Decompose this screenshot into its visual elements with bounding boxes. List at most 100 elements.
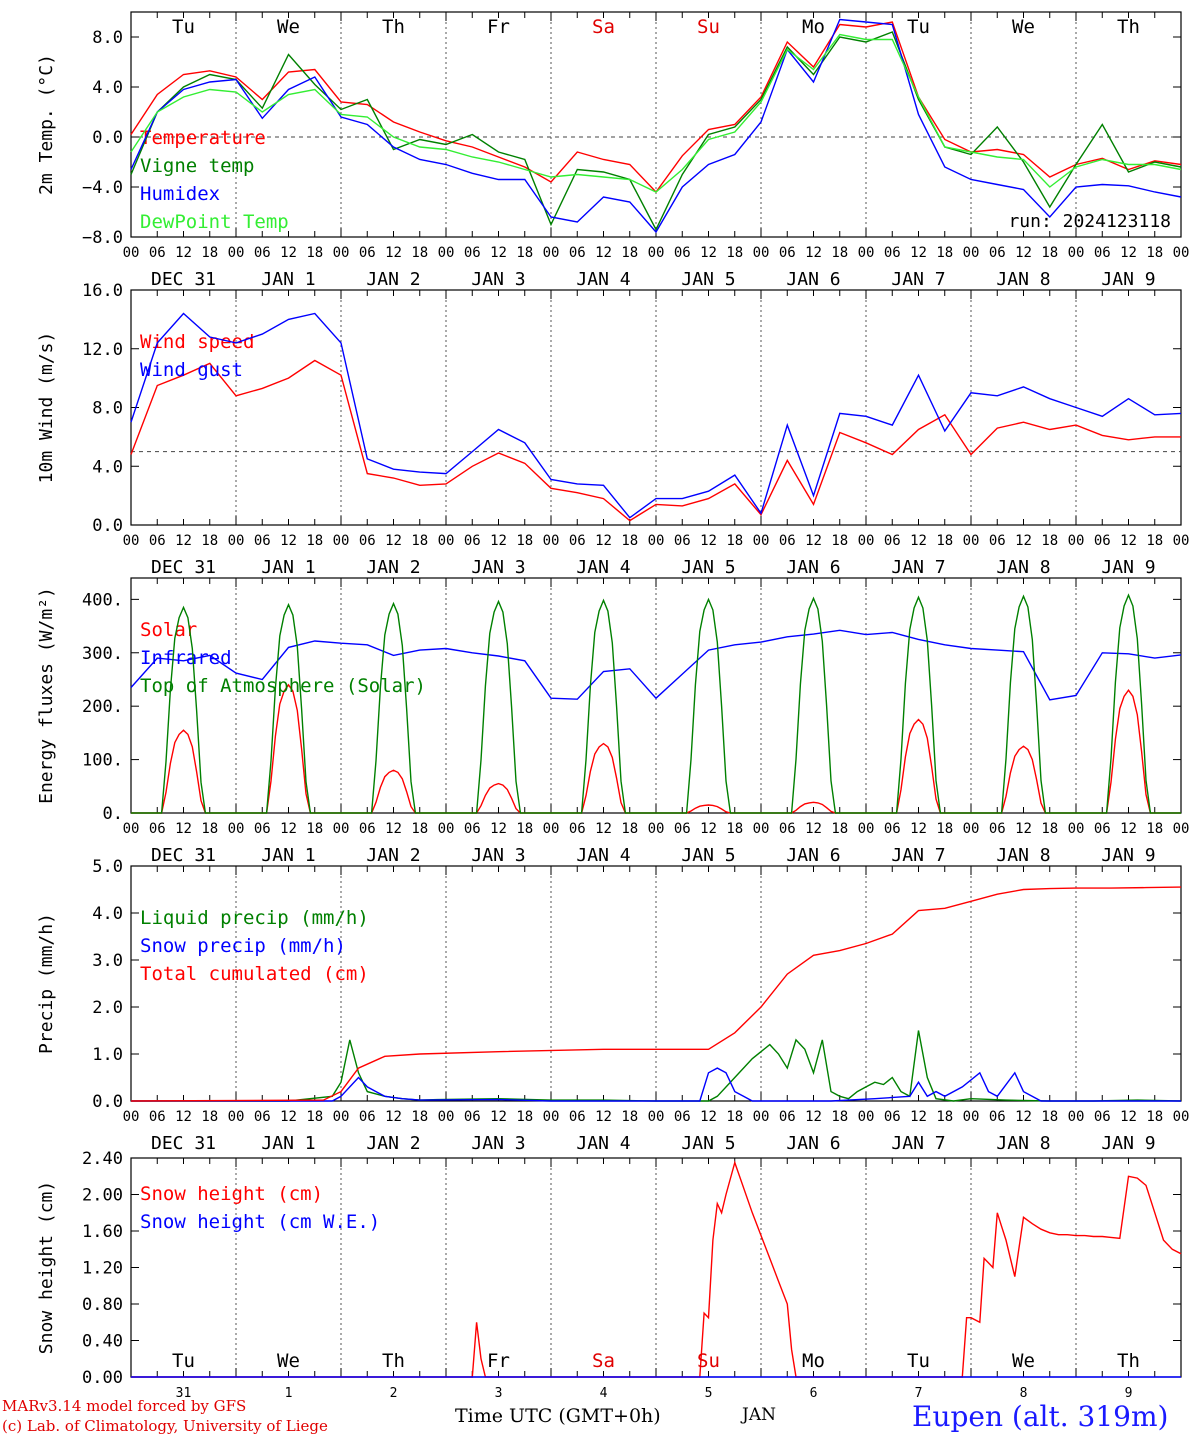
legend-entry: Liquid precip (mm/h)	[140, 907, 369, 929]
hour-tick-label: 00	[333, 1109, 350, 1125]
hour-tick-label: 18	[726, 1109, 743, 1125]
series-line-dewpoint-temp	[130, 33, 1182, 193]
hour-tick-label: 00	[543, 1109, 560, 1125]
hour-tick-label: 18	[936, 533, 953, 549]
hour-tick-label: 00	[333, 821, 350, 837]
date-label: DEC 31	[151, 557, 216, 578]
hour-tick-label: 06	[989, 245, 1006, 261]
weekday-label: Tu	[907, 1350, 930, 1372]
hour-tick-label: 00	[123, 533, 140, 549]
y-tick-label: 2.0	[92, 998, 123, 1018]
hour-tick-label: 12	[700, 821, 717, 837]
hour-tick-label: 06	[359, 821, 376, 837]
y-tick-label: 0.80	[82, 1295, 123, 1315]
hour-tick-label: 00	[543, 533, 560, 549]
hour-tick-label: 06	[464, 1109, 481, 1125]
hour-tick-label: 06	[569, 1109, 586, 1125]
y-tick-label: 0.0	[92, 1092, 123, 1112]
weekday-label: We	[1012, 1350, 1035, 1372]
date-label: JAN 5	[681, 1133, 735, 1154]
hour-tick-label: 00	[963, 1109, 980, 1125]
hour-tick-label: 18	[201, 1109, 218, 1125]
hour-tick-label: 06	[149, 1109, 166, 1125]
hour-tick-label: 18	[1146, 821, 1163, 837]
date-label: JAN 2	[366, 269, 420, 290]
hour-tick-label: 06	[254, 821, 271, 837]
date-label: JAN 2	[366, 1133, 420, 1154]
hour-tick-label: 18	[516, 245, 533, 261]
hour-tick-label: 06	[254, 1109, 271, 1125]
hour-tick-label: 12	[280, 533, 297, 549]
hour-tick-label: 00	[1173, 1109, 1190, 1125]
y-tick-label: 3.0	[92, 951, 123, 971]
run-annotation: run: 2024123118	[1008, 211, 1171, 232]
hour-tick-label: 00	[858, 245, 875, 261]
hour-tick-label: 18	[1041, 1109, 1058, 1125]
hour-tick-label: 18	[1146, 533, 1163, 549]
series-line-snow-precip-mm-h-	[131, 1067, 1181, 1102]
date-label: JAN 4	[576, 845, 630, 866]
day-number-label: 3	[495, 1386, 503, 1401]
hour-tick-label: 00	[648, 1109, 665, 1125]
date-label: JAN 7	[891, 1133, 945, 1154]
hour-tick-label: 18	[1041, 245, 1058, 261]
hour-tick-label: 06	[1094, 1109, 1111, 1125]
hour-tick-label: 18	[1146, 245, 1163, 261]
y-tick-label: 4.0	[92, 457, 123, 477]
date-label: JAN 7	[891, 269, 945, 290]
hour-tick-label: 06	[779, 821, 796, 837]
hour-tick-label: 12	[385, 821, 402, 837]
hour-tick-label: 12	[1120, 533, 1137, 549]
weekday-label: We	[1012, 16, 1035, 38]
time-axis-label: Time UTC (GMT+0h)	[455, 1405, 661, 1427]
date-label: JAN 5	[681, 269, 735, 290]
hour-tick-label: 12	[1120, 1109, 1137, 1125]
date-label: JAN 6	[786, 845, 840, 866]
date-label: JAN 3	[471, 1133, 525, 1154]
hour-tick-label: 00	[438, 533, 455, 549]
y-tick-label: 5.0	[92, 857, 123, 877]
hour-tick-label: 00	[963, 245, 980, 261]
hour-tick-label: 06	[1094, 533, 1111, 549]
hour-tick-label: 18	[411, 1109, 428, 1125]
hour-tick-label: 06	[989, 821, 1006, 837]
date-label: JAN 9	[1101, 557, 1155, 578]
legend-entry: Humidex	[140, 183, 220, 205]
y-tick-label: 2.40	[82, 1149, 123, 1169]
date-label: JAN 3	[471, 269, 525, 290]
hour-tick-label: 06	[884, 533, 901, 549]
month-label: JAN	[742, 1405, 776, 1425]
date-label: JAN 7	[891, 557, 945, 578]
hour-tick-label: 00	[963, 821, 980, 837]
day-number-label: 7	[915, 1386, 923, 1401]
hour-tick-label: 18	[726, 821, 743, 837]
hour-tick-label: 18	[1041, 821, 1058, 837]
hour-tick-label: 00	[753, 533, 770, 549]
hour-tick-label: 00	[123, 245, 140, 261]
hour-tick-label: 00	[228, 533, 245, 549]
y-axis-label: 10m Wind (m/s)	[36, 332, 57, 484]
date-label: DEC 31	[151, 1133, 216, 1154]
hour-tick-label: 06	[149, 821, 166, 837]
hour-tick-label: 06	[1094, 821, 1111, 837]
hour-tick-label: 12	[280, 245, 297, 261]
weekday-label: Th	[1117, 1350, 1140, 1372]
series-line-wind-speed	[130, 359, 1181, 522]
weekday-label: Tu	[907, 16, 930, 38]
date-label: JAN 3	[471, 845, 525, 866]
legend-entry: Snow height (cm W.E.)	[140, 1211, 380, 1233]
hour-tick-label: 00	[438, 245, 455, 261]
hour-tick-label: 12	[385, 245, 402, 261]
date-label: DEC 31	[151, 269, 216, 290]
hour-tick-label: 12	[910, 821, 927, 837]
hour-tick-label: 18	[516, 821, 533, 837]
hour-tick-label: 00	[963, 533, 980, 549]
hour-tick-label: 06	[674, 533, 691, 549]
hour-tick-label: 12	[700, 1109, 717, 1125]
hour-tick-label: 06	[779, 533, 796, 549]
hour-tick-label: 06	[359, 533, 376, 549]
y-tick-label: 1.60	[82, 1222, 123, 1242]
hour-tick-label: 18	[306, 533, 323, 549]
date-label: JAN 4	[576, 1133, 630, 1154]
day-number-label: 31	[176, 1386, 192, 1401]
